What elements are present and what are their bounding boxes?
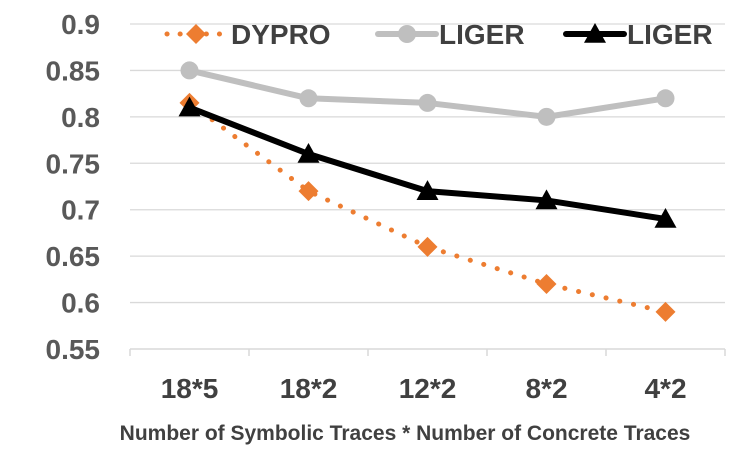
- series-group: [178, 61, 677, 322]
- y-tick-label: 0.7: [61, 195, 100, 226]
- legend-item: LIGER: [563, 19, 713, 50]
- data-point-triangle: [584, 23, 606, 43]
- data-point-triangle: [416, 180, 439, 200]
- y-tick-label: 0.75: [46, 148, 101, 179]
- legend-label: LIGER: [439, 19, 525, 50]
- x-tick-labels: 18*5 18*2 12*2 8*2 4*2: [161, 373, 687, 404]
- legend: DYPRO LIGER LIGER: [164, 19, 713, 50]
- data-point-triangle: [654, 208, 677, 228]
- series-2: [180, 61, 675, 126]
- x-tick-label: 12*2: [399, 373, 457, 404]
- legend-label: LIGER: [627, 19, 713, 50]
- legend-item: DYPRO: [164, 19, 331, 50]
- data-point-circle: [537, 107, 556, 126]
- x-tick-label: 8*2: [525, 373, 567, 404]
- x-axis: [129, 348, 726, 356]
- x-tick-label: 4*2: [644, 373, 686, 404]
- y-tick-labels: 0.55 0.6 0.65 0.7 0.75 0.8 0.85 0.9: [46, 9, 101, 365]
- legend-label: DYPRO: [231, 19, 331, 50]
- y-tick-label: 0.9: [61, 9, 100, 40]
- data-point-circle: [180, 61, 199, 80]
- x-axis-label: Number of Symbolic Traces * Number of Co…: [120, 422, 691, 445]
- data-point-diamond: [417, 236, 438, 257]
- x-tick-label: 18*2: [280, 373, 338, 404]
- data-point-diamond: [186, 24, 206, 44]
- y-tick-label: 0.6: [61, 288, 100, 319]
- x-tick-label: 18*5: [161, 373, 219, 404]
- data-point-circle: [656, 89, 675, 108]
- data-point-triangle: [535, 189, 558, 210]
- series-1: [179, 92, 676, 322]
- series-3: [178, 96, 677, 228]
- data-point-circle: [398, 25, 416, 43]
- y-tick-label: 0.85: [46, 55, 101, 86]
- data-point-diamond: [536, 274, 557, 294]
- data-point-circle: [418, 93, 437, 112]
- y-tick-label: 0.55: [46, 334, 101, 365]
- gridlines: [130, 23, 725, 304]
- data-point-diamond: [298, 181, 319, 202]
- y-tick-label: 0.65: [46, 241, 101, 272]
- data-point-triangle: [297, 143, 320, 163]
- data-point-circle: [299, 89, 318, 108]
- y-tick-label: 0.8: [61, 102, 100, 133]
- legend-item: LIGER: [375, 19, 525, 50]
- data-point-triangle: [178, 96, 201, 117]
- data-point-diamond: [655, 301, 676, 322]
